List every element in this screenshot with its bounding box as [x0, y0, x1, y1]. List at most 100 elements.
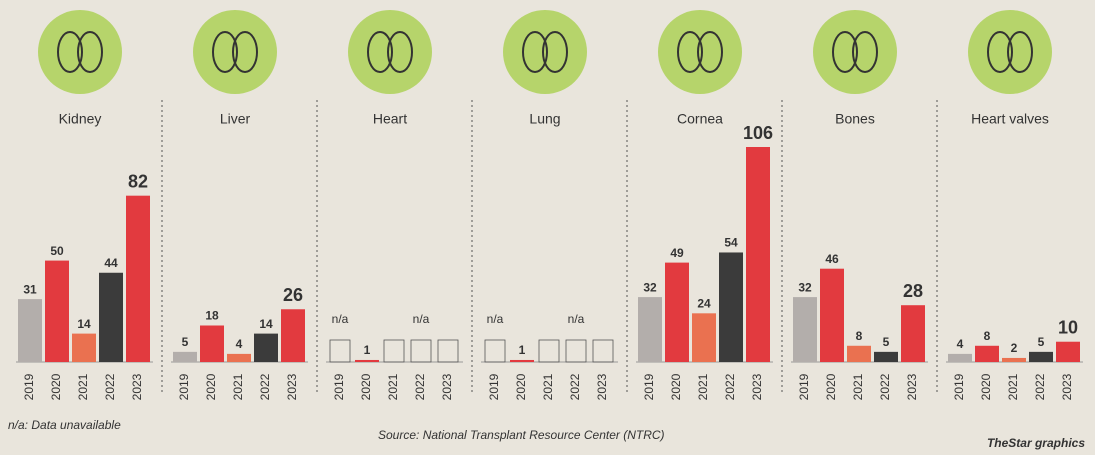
value-label: 44 — [104, 256, 118, 270]
bar — [99, 273, 123, 362]
value-label: 106 — [743, 123, 773, 143]
x-tick-label: 2019 — [487, 373, 501, 400]
value-label: n/a — [332, 312, 349, 326]
icon-circle — [348, 10, 432, 94]
value-label: 5 — [883, 335, 890, 349]
icon-circle — [193, 10, 277, 94]
value-label: n/a — [487, 312, 504, 326]
value-label: 5 — [1038, 335, 1045, 349]
panel-title: Lung — [529, 111, 560, 127]
bar — [1029, 352, 1053, 362]
x-tick-label: 2023 — [440, 373, 454, 400]
bar — [173, 352, 197, 362]
value-label: 26 — [283, 285, 303, 305]
bar — [975, 346, 999, 362]
x-tick-label: 2022 — [723, 373, 737, 400]
panel-title: Bones — [835, 111, 875, 127]
x-tick-label: 2020 — [359, 373, 373, 400]
x-tick-label: 2021 — [386, 373, 400, 400]
x-tick-label: 2021 — [541, 373, 555, 400]
source: Source: National Transplant Resource Cen… — [378, 428, 665, 442]
x-tick-label: 2021 — [851, 373, 865, 400]
panel-title: Heart valves — [971, 111, 1049, 127]
bar — [820, 269, 844, 362]
bar — [510, 360, 534, 362]
bar — [227, 354, 251, 362]
x-tick-label: 2019 — [332, 373, 346, 400]
x-tick-label: 2023 — [905, 373, 919, 400]
panel-title: Kidney — [59, 111, 102, 127]
icon-circle — [968, 10, 1052, 94]
x-tick-label: 2022 — [413, 373, 427, 400]
x-tick-label: 2021 — [76, 373, 90, 400]
bar — [1056, 342, 1080, 362]
value-label: 4 — [957, 337, 964, 351]
value-label: 49 — [670, 246, 684, 260]
infographic: n/a: Data unavailable Source: National T… — [0, 0, 1095, 455]
x-tick-label: 2019 — [177, 373, 191, 400]
bar — [72, 334, 96, 362]
value-label: 1 — [519, 343, 526, 357]
panel-title: Cornea — [677, 111, 723, 127]
x-tick-label: 2020 — [204, 373, 218, 400]
value-label: 46 — [825, 252, 839, 266]
bar — [254, 334, 278, 362]
value-label: 5 — [182, 335, 189, 349]
credit: TheStar graphics — [987, 436, 1085, 450]
bar — [638, 297, 662, 362]
bar — [355, 360, 379, 362]
value-label: n/a — [413, 312, 430, 326]
x-tick-label: 2022 — [878, 373, 892, 400]
value-label: 4 — [236, 337, 243, 351]
x-tick-label: 2023 — [750, 373, 764, 400]
value-label: 1 — [364, 343, 371, 357]
value-label: 14 — [77, 317, 91, 331]
bar — [692, 313, 716, 362]
x-tick-label: 2023 — [595, 373, 609, 400]
value-label: 32 — [643, 280, 657, 294]
value-label: 8 — [984, 329, 991, 343]
value-label: 24 — [697, 296, 711, 310]
panel-title: Liver — [220, 111, 251, 127]
x-tick-label: 2023 — [1060, 373, 1074, 400]
value-label: 50 — [50, 244, 64, 258]
value-label: 31 — [23, 282, 37, 296]
x-tick-label: 2022 — [1033, 373, 1047, 400]
x-tick-label: 2021 — [1006, 373, 1020, 400]
bar — [1002, 358, 1026, 362]
x-tick-label: 2020 — [514, 373, 528, 400]
bar — [45, 261, 69, 362]
x-tick-label: 2020 — [49, 373, 63, 400]
bar — [719, 252, 743, 362]
bar — [200, 325, 224, 362]
x-tick-label: 2019 — [952, 373, 966, 400]
x-tick-label: 2023 — [130, 373, 144, 400]
value-label: n/a — [568, 312, 585, 326]
value-label: 18 — [205, 309, 219, 323]
value-label: 10 — [1058, 317, 1078, 337]
x-tick-label: 2021 — [231, 373, 245, 400]
x-tick-label: 2019 — [22, 373, 36, 400]
x-tick-label: 2019 — [642, 373, 656, 400]
x-tick-label: 2020 — [979, 373, 993, 400]
value-label: 14 — [259, 317, 273, 331]
bar — [874, 352, 898, 362]
value-label: 28 — [903, 281, 923, 301]
x-tick-label: 2019 — [797, 373, 811, 400]
value-label: 32 — [798, 280, 812, 294]
x-tick-label: 2022 — [103, 373, 117, 400]
bar — [18, 299, 42, 362]
bar — [901, 305, 925, 362]
value-label: 2 — [1011, 341, 1018, 355]
bar — [793, 297, 817, 362]
value-label: 54 — [724, 236, 738, 250]
icon-circle — [503, 10, 587, 94]
x-tick-label: 2020 — [669, 373, 683, 400]
panel-title: Heart — [373, 111, 407, 127]
bar — [847, 346, 871, 362]
icon-circle — [813, 10, 897, 94]
x-tick-label: 2023 — [285, 373, 299, 400]
x-tick-label: 2022 — [258, 373, 272, 400]
value-label: 82 — [128, 171, 148, 191]
bar — [126, 196, 150, 362]
